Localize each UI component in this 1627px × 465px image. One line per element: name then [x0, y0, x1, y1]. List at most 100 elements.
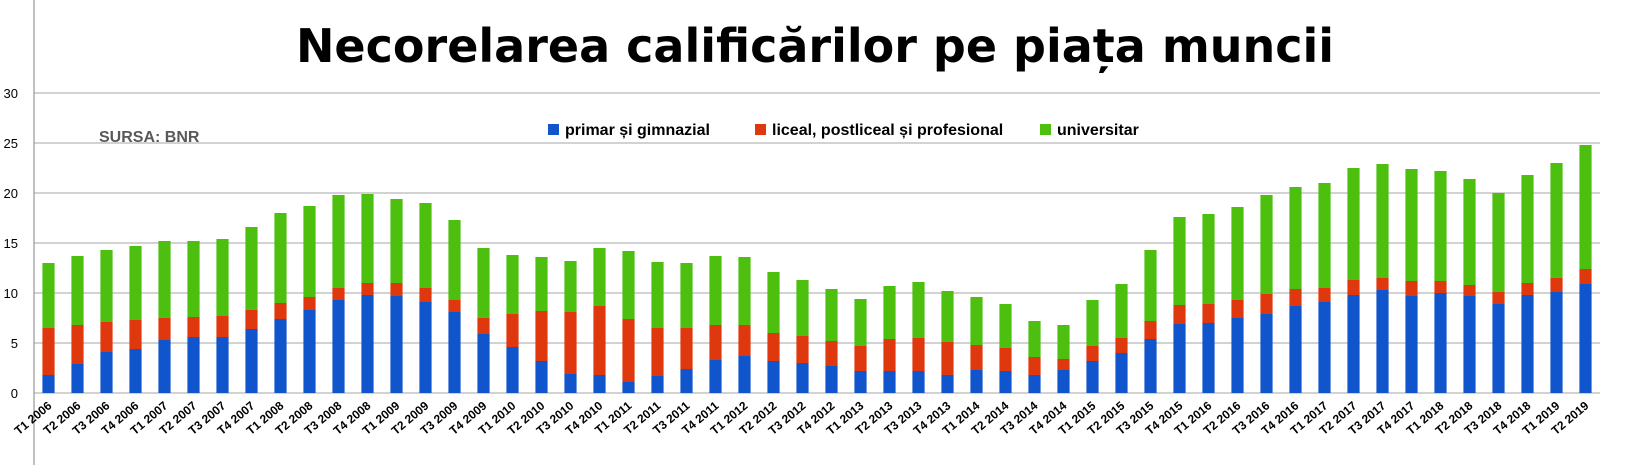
y-tick-label: 20 — [4, 186, 18, 201]
bar-segment — [1463, 285, 1476, 296]
bar-segment — [506, 314, 519, 347]
legend: primar și gimnazial liceal, postliceal și… — [548, 122, 1139, 139]
bar-segment — [738, 257, 751, 325]
bar-segment — [1318, 288, 1331, 302]
bar-segment — [129, 349, 142, 393]
bar-segment — [303, 310, 316, 393]
bar-segment — [622, 382, 635, 393]
bar-segment — [1521, 283, 1534, 295]
bar-segment — [361, 194, 374, 283]
bar-segment — [1579, 284, 1592, 393]
bar-segment — [1579, 269, 1592, 284]
bar-segment — [738, 356, 751, 393]
bar-segment — [1318, 302, 1331, 393]
bar-segment — [419, 288, 432, 302]
bar-segment — [970, 345, 983, 370]
bar-segment — [274, 303, 287, 319]
bar-segment — [1521, 175, 1534, 283]
bar-segment — [1434, 293, 1447, 393]
y-tick-label: 10 — [4, 286, 18, 301]
bar-segment — [564, 374, 577, 393]
bar-segment — [1289, 187, 1302, 289]
bar-segment — [1492, 304, 1505, 393]
y-tick-label: 0 — [11, 386, 18, 401]
bar-segment — [622, 319, 635, 382]
bar-segment — [274, 213, 287, 303]
legend-label: liceal, postliceal și profesional — [772, 122, 1003, 139]
bar-segment — [1202, 214, 1215, 304]
bar-segment — [709, 360, 722, 393]
bar-segment — [100, 250, 113, 322]
y-tick-label: 5 — [11, 336, 18, 351]
legend-label: primar și gimnazial — [565, 122, 710, 139]
bar-segment — [1028, 357, 1041, 375]
bar-segment — [1115, 353, 1128, 393]
bar-segment — [1028, 321, 1041, 357]
bar-segment — [1115, 284, 1128, 338]
bar-segment — [42, 328, 55, 375]
bar-segment — [1173, 217, 1186, 305]
bar-segment — [1289, 289, 1302, 306]
bar-segment — [796, 363, 809, 393]
bar-segment — [999, 371, 1012, 393]
bar-segment — [970, 370, 983, 393]
bar-segment — [854, 346, 867, 371]
bar-segment — [912, 282, 925, 338]
bar-segment — [825, 341, 838, 366]
bar-segment — [1173, 305, 1186, 324]
bar-segment — [1434, 171, 1447, 281]
bar-segment — [999, 348, 1012, 371]
bar-segment — [1260, 294, 1273, 314]
bar-segment — [216, 337, 229, 393]
bar-segment — [245, 329, 258, 393]
bar-segment — [651, 376, 664, 393]
bar-segment — [593, 306, 606, 375]
bar-segment — [332, 300, 345, 393]
bar-segment — [303, 206, 316, 297]
bar-segment — [71, 325, 84, 364]
bar-segment — [390, 296, 403, 393]
bar-segment — [477, 248, 490, 318]
bar-segment — [680, 263, 693, 328]
bar-segment — [767, 333, 780, 361]
bar-segment — [100, 352, 113, 393]
bar-segment — [1550, 278, 1563, 292]
bar-segment — [158, 340, 171, 393]
bar-segment — [1579, 145, 1592, 269]
legend-swatch — [755, 124, 766, 135]
bar-segment — [1347, 168, 1360, 280]
bar-segment — [1057, 370, 1070, 393]
source-note: SURSA: BNR — [99, 129, 200, 146]
bar-segment — [709, 256, 722, 325]
bar-segment — [1347, 295, 1360, 393]
bar-segment — [1260, 314, 1273, 393]
legend-label: universitar — [1057, 122, 1139, 139]
bar-segment — [1550, 292, 1563, 393]
bar-segment — [1405, 169, 1418, 281]
bar-segment — [1086, 300, 1099, 346]
y-tick-label: 25 — [4, 136, 18, 151]
bar-segment — [448, 300, 461, 312]
bar-segment — [825, 289, 838, 341]
bar-segment — [100, 322, 113, 352]
bar-segment — [1231, 300, 1244, 318]
bars — [42, 145, 1592, 393]
bar-segment — [1405, 296, 1418, 393]
bar-segment — [1144, 321, 1157, 339]
bar-segment — [680, 369, 693, 393]
bar-segment — [506, 347, 519, 393]
bar-segment — [448, 312, 461, 393]
bar-segment — [361, 295, 374, 393]
bar-segment — [1376, 278, 1389, 290]
bar-segment — [42, 375, 55, 393]
bar-segment — [1086, 361, 1099, 393]
bar-segment — [651, 262, 664, 328]
bar-segment — [448, 220, 461, 300]
bar-segment — [419, 302, 432, 393]
bar-segment — [1144, 250, 1157, 321]
bar-segment — [796, 336, 809, 363]
bar-segment — [1376, 290, 1389, 393]
bar-segment — [999, 304, 1012, 348]
